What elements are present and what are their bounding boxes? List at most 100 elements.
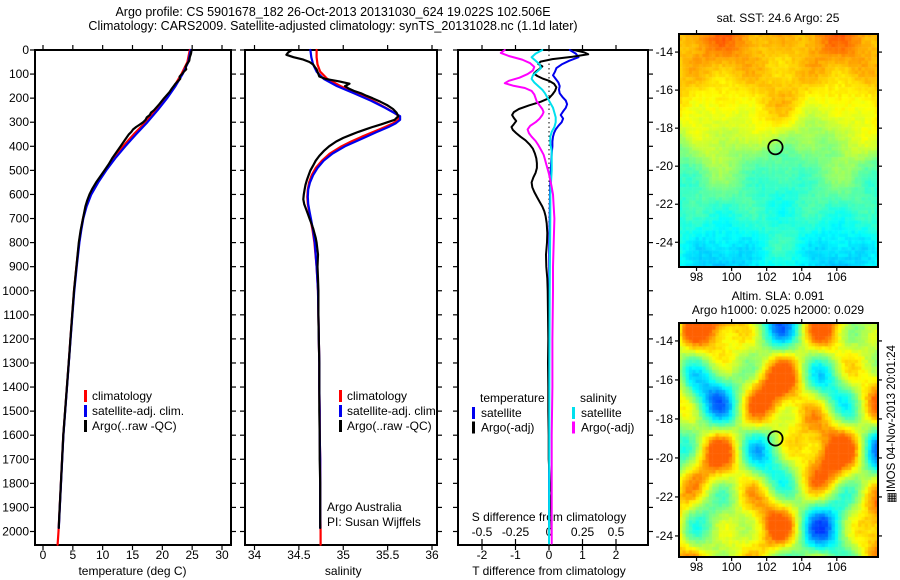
s-tick-label: -0.25 [502,525,530,539]
depth-tick-label: 1100 [3,308,29,322]
legend-label: Argo(-adj) [481,421,534,435]
legend-swatch [339,420,342,432]
legend-swatch [472,421,475,434]
depth-tick-label: 1800 [2,476,29,490]
depth-tick-label: 1500 [2,404,29,418]
depth-tick-label: 1900 [2,500,29,514]
s-tick-label: 0 [546,525,553,539]
temperature-profile-axis-label: temperature (deg C) [78,564,186,578]
sst-map-image [679,34,878,267]
salinity-profile-x-tick-label: 35.5 [376,548,400,562]
depth-tick-label: 100 [9,67,29,81]
depth-tick-label: 1600 [2,428,29,442]
temperature-profile-panel-border [34,49,232,546]
sst-map-x-tick-label: 98 [690,270,704,284]
depth-tick-label: 1300 [2,356,29,370]
sla-map-x-tick-label: 100 [722,560,742,574]
series-climatology [56,48,191,546]
sla-map-y-tick-label: -24 [656,529,674,543]
legend-label: climatology [347,389,407,403]
legend-label: Argo(..raw -QC) [347,419,432,433]
legend-label: climatology [92,389,152,403]
difference-profile-x-tick-label: 0 [546,548,553,562]
legend-swatch [339,405,342,417]
series-satellite-adj-clim- [57,48,192,530]
depth-tick-label: 700 [9,212,29,226]
sla-map-y-tick-label: -20 [656,451,674,465]
sla-map-image [679,323,878,557]
sst-map-y-tick-label: -18 [656,121,674,135]
imos-watermark: ▦IMOS 04-Nov-2013 20:01:24 [886,345,898,503]
sst-map-x-tick-label: 102 [757,270,777,284]
legend-label: satellite-adj. clim. [92,404,184,418]
depth-tick-label: 500 [9,163,29,177]
temperature-profile-x-tick-label: 5 [69,548,76,562]
legend-label: satellite [481,406,522,420]
legend-swatch [84,405,87,417]
series-argo-raw-qc- [285,48,400,530]
salinity-profile-x-tick-label: 36 [425,548,439,562]
series-s-satellite [530,49,557,545]
salinity-profile-panel-border [244,49,438,546]
s-tick-label: 0.5 [608,525,625,539]
sst-map-x-tick-label: 106 [827,270,847,284]
sst-map-x-tick-label: 100 [722,270,742,284]
temperature-profile-x-tick-label: 10 [96,548,110,562]
depth-tick-label: 1200 [2,332,29,346]
depth-tick-label: 400 [9,139,29,153]
depth-tick-label: 0 [22,43,29,57]
legend-swatch [84,420,87,432]
difference-profile-x-tick-label: 2 [613,548,620,562]
series-t-argo-adj- [510,49,590,529]
salinity-profile-x-tick-label: 34 [248,548,262,562]
legend-group-header: salinity [580,391,617,405]
depth-tick-label: 900 [9,260,29,274]
sst-map-y-tick-label: -24 [656,235,674,249]
legend-label: satellite-adj. clim. [347,404,439,418]
salinity-profile-axis-label: salinity [325,564,362,578]
temperature-profile-x-tick-label: 20 [156,548,170,562]
legend-label: Argo(-adj) [581,421,634,435]
legend-label: satellite [581,406,622,420]
depth-tick-label: 300 [9,115,29,129]
legend-swatch [84,390,87,402]
sst-map-y-tick-label: -22 [656,197,674,211]
sst-map-y-tick-label: -14 [656,45,674,59]
depth-tick-label: 200 [9,91,29,105]
sla-map-y-tick-label: -16 [656,373,674,387]
sla-map-y-tick-label: -18 [656,412,674,426]
salinity-profile-x-tick-label: 34.5 [287,548,311,562]
temperature-profile-x-tick-label: 30 [215,548,229,562]
depth-tick-label: 600 [9,187,29,201]
temperature-profile-x-tick-label: 15 [126,548,140,562]
legend-swatch [572,407,575,419]
difference-profile-x-tick-label: 1 [579,548,586,562]
figure-title-line2: Climatology: CARS2009. Satellite-adjuste… [88,19,578,33]
sla-map-x-tick-label: 102 [757,560,777,574]
figure-title-line1: Argo profile: CS 5901678_182 26-Oct-2013… [115,5,551,19]
series-climatology [306,48,401,546]
series-satellite-adj-clim- [306,48,402,530]
sst-map-x-tick-label: 104 [792,270,812,284]
sla-map-title: Altim. SLA: 0.091 [731,289,825,303]
series-s-argo-adj- [499,49,556,545]
salinity-profile-x-tick-label: 35 [337,548,351,562]
depth-tick-label: 1000 [2,284,29,298]
credit-pi: PI: Susan Wijffels [327,515,421,529]
sla-map-x-tick-label: 98 [690,560,704,574]
sla-map-x-tick-label: 104 [792,560,812,574]
depth-tick-label: 800 [9,236,29,250]
difference-profile-x-tick-label: -1 [510,548,521,562]
s-axis-label: S difference from climatology [472,510,627,524]
temperature-profile-x-tick-label: 25 [185,548,199,562]
difference-profile-panel-border [457,49,649,546]
depth-tick-label: 1700 [2,452,29,466]
sla-map-y-tick-label: -14 [656,334,674,348]
legend-swatch [572,421,575,434]
sla-map-y-tick-label: -22 [656,490,674,504]
series-argo-raw-qc- [57,48,193,530]
sla-map-subtitle: Argo h1000: 0.025 h2000: 0.029 [691,303,865,317]
credit-argo-australia: Argo Australia [327,500,402,514]
sst-map-title: sat. SST: 24.6 Argo: 25 [716,11,840,25]
